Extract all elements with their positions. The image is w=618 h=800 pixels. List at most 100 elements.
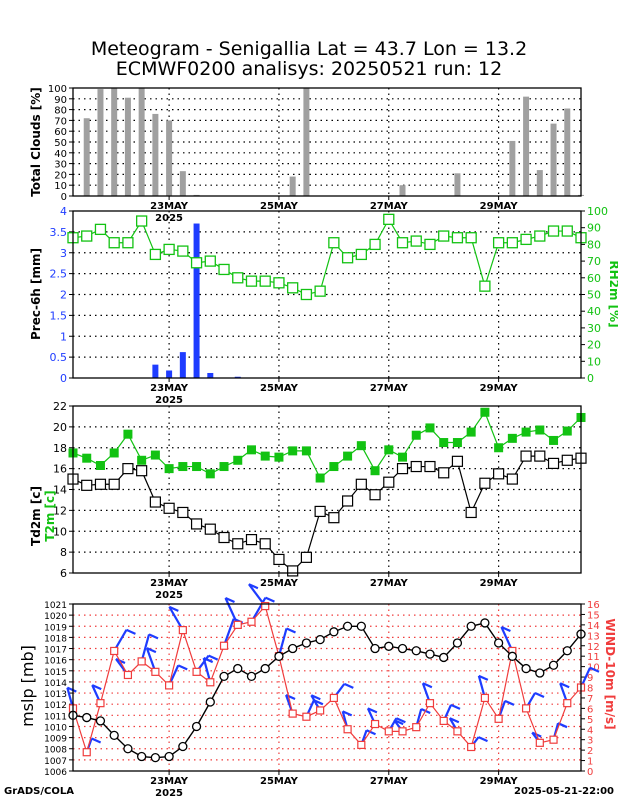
mslp-point	[95, 716, 106, 726]
y2-tick-label: 50	[587, 289, 601, 302]
rh-point	[81, 230, 93, 242]
y-tick-label: 1016	[44, 657, 67, 667]
y-axis-label: mslp [mb]	[18, 645, 37, 727]
wind-barb-flag	[208, 654, 219, 661]
t2m-point	[260, 451, 270, 461]
mslp-point	[150, 752, 161, 763]
y-tick-label: 16	[53, 463, 67, 476]
y-tick-label: 14	[53, 484, 67, 497]
rh-point	[534, 230, 546, 242]
mslp-point	[219, 671, 229, 682]
wind-speed-point	[151, 667, 160, 676]
rh-point	[328, 237, 340, 249]
wind-speed-point	[288, 709, 297, 718]
mslp-point	[82, 712, 92, 723]
wind-speed-point	[261, 601, 270, 611]
rh-point	[506, 237, 519, 249]
y-tick-label: 50	[54, 138, 67, 149]
x-tick-label: 23MAY	[150, 201, 189, 212]
wind-barb-flag	[504, 699, 515, 706]
y-tick-label: 1019	[44, 623, 67, 633]
mslp-point	[370, 643, 380, 654]
y-tick-label: 1008	[44, 746, 67, 756]
wind-barb	[277, 628, 288, 657]
x-tick-label: 23MAY	[150, 578, 189, 589]
y2-axis-label: WIND-10m [m/s]	[603, 618, 617, 729]
y2-tick-label: 0	[587, 767, 593, 778]
t2m-point	[507, 433, 517, 443]
y-tick-label: 4	[60, 205, 67, 218]
y-tick-label: 20	[53, 421, 67, 434]
mslp-point	[439, 652, 449, 663]
wind-barb-flag	[395, 717, 406, 724]
wind-speed-point	[384, 727, 393, 736]
y-tick-label: 1007	[44, 757, 67, 767]
rh-point	[122, 237, 134, 249]
y-axis-label: Total Clouds [%]	[29, 87, 43, 197]
rh-point	[561, 225, 573, 237]
td2m-point	[383, 476, 395, 488]
wind-barb-flag	[367, 707, 378, 714]
x-tick-label: 27MAY	[370, 776, 409, 787]
wind-speed-point	[110, 646, 119, 656]
y-tick-label: 1012	[44, 701, 67, 711]
t2m-point	[452, 438, 462, 448]
y-tick-label: 1020	[44, 612, 67, 622]
y-axis-label-2: T2m [c]	[43, 490, 57, 541]
y2-tick-label: 4	[587, 725, 593, 736]
wind-speed-point	[206, 678, 215, 687]
cloud-bar	[83, 118, 90, 196]
wind-barb-flag	[225, 596, 235, 603]
wind-speed-point	[316, 706, 325, 715]
td2m-point	[314, 505, 326, 518]
wind-speed-point	[453, 727, 462, 736]
td2m-point	[81, 479, 93, 491]
rh-point	[355, 248, 367, 261]
td2m-line	[72, 455, 582, 572]
precip-bar	[207, 372, 214, 378]
wind-speed-point	[178, 625, 187, 635]
y-tick-label: 0	[61, 192, 67, 203]
mslp-point	[493, 638, 504, 648]
precip-bar	[152, 364, 159, 378]
wind-speed-point	[329, 693, 338, 703]
t2m-point	[343, 451, 353, 461]
wind-speed-point	[96, 699, 105, 708]
y2-tick-label: 30	[587, 322, 601, 335]
td2m-point	[341, 495, 354, 507]
x-tick-label: 29MAY	[480, 201, 519, 212]
wind-barb-flag	[366, 729, 377, 736]
cloud-bar	[138, 88, 145, 196]
td2m-point	[424, 460, 436, 473]
rh-line	[72, 218, 582, 296]
mslp-point	[356, 621, 366, 631]
rh-point	[314, 285, 326, 297]
wind-speed-point	[425, 699, 435, 708]
y-tick-label: 1	[60, 330, 67, 343]
wind-barb-flag	[393, 719, 404, 726]
cloud-bar	[550, 123, 557, 196]
wind-barb-flag	[310, 694, 321, 701]
rh-point	[424, 238, 436, 251]
rh-point	[135, 215, 148, 227]
wind-speed-point	[302, 712, 311, 721]
wind-speed-point	[521, 704, 531, 713]
cloud-bar	[97, 89, 104, 196]
y2-tick-label: 7	[587, 694, 593, 705]
x-tick-label: 25MAY	[260, 776, 299, 787]
cloud-bar	[166, 120, 173, 196]
t2m-point	[192, 462, 202, 472]
cloud-bar	[523, 96, 530, 196]
y-tick-label: 80	[54, 106, 67, 117]
rh-point	[108, 237, 120, 249]
wind-speed-point	[398, 727, 407, 736]
rh-point	[94, 223, 107, 236]
td2m-point	[232, 538, 244, 550]
y-tick-label: 1013	[44, 690, 67, 700]
cloud-bar	[124, 97, 131, 196]
rh-point	[232, 272, 244, 284]
td2m-point	[273, 553, 285, 566]
mslp-point	[562, 646, 572, 656]
rh-point	[287, 282, 299, 294]
